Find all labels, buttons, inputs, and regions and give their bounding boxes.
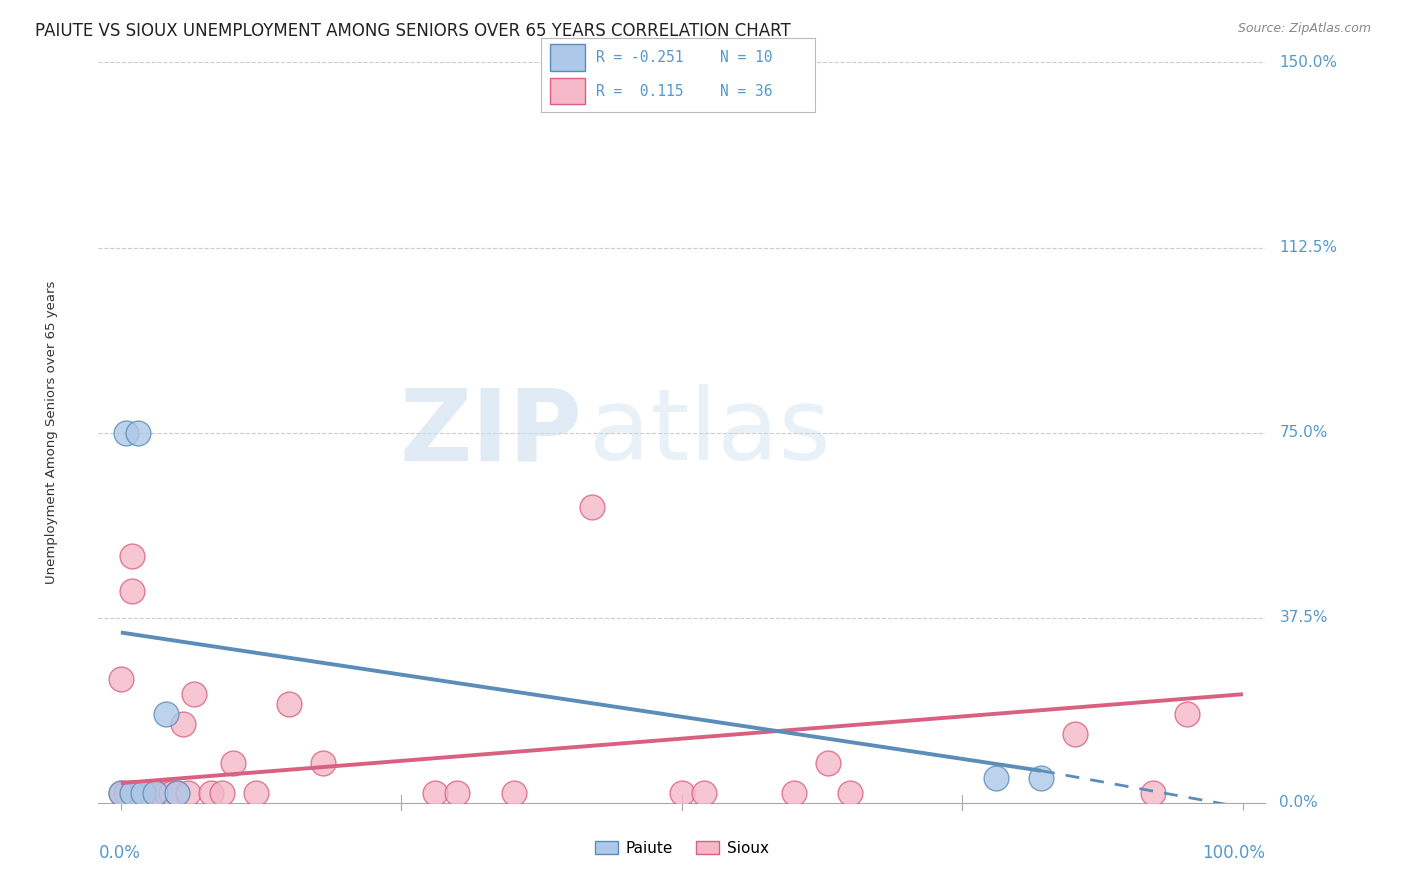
Point: [671, 786, 693, 800]
Point: [132, 786, 155, 800]
Text: N = 10: N = 10: [720, 50, 772, 65]
Text: 37.5%: 37.5%: [1279, 610, 1327, 625]
Point: [446, 786, 468, 800]
Text: Unemployment Among Seniors over 65 years: Unemployment Among Seniors over 65 years: [45, 281, 58, 584]
Point: [984, 771, 1007, 785]
Text: 75.0%: 75.0%: [1279, 425, 1327, 440]
Point: [155, 706, 177, 721]
Point: [143, 786, 166, 800]
Text: 100.0%: 100.0%: [1202, 844, 1265, 862]
Point: [143, 786, 166, 800]
Point: [312, 756, 335, 771]
Text: N = 36: N = 36: [720, 84, 772, 98]
Legend: Paiute, Sioux: Paiute, Sioux: [589, 835, 775, 862]
Point: [149, 786, 172, 800]
Point: [817, 756, 839, 771]
Point: [110, 673, 132, 687]
Point: [132, 786, 155, 800]
Point: [1063, 727, 1085, 741]
Point: [121, 549, 143, 563]
Point: [783, 786, 806, 800]
Text: R =  0.115: R = 0.115: [596, 84, 683, 98]
Bar: [550, 78, 585, 104]
Point: [143, 786, 166, 800]
Point: [138, 786, 160, 800]
Text: PAIUTE VS SIOUX UNEMPLOYMENT AMONG SENIORS OVER 65 YEARS CORRELATION CHART: PAIUTE VS SIOUX UNEMPLOYMENT AMONG SENIO…: [35, 22, 792, 40]
Point: [127, 425, 149, 440]
Text: ZIP: ZIP: [399, 384, 582, 481]
Point: [121, 786, 143, 800]
Point: [278, 697, 301, 711]
Point: [839, 786, 862, 800]
Point: [222, 756, 245, 771]
Point: [1029, 771, 1052, 785]
Point: [423, 786, 446, 800]
Text: 0.0%: 0.0%: [98, 844, 141, 862]
Text: 112.5%: 112.5%: [1279, 240, 1337, 255]
Text: R = -0.251: R = -0.251: [596, 50, 683, 65]
Point: [245, 786, 267, 800]
Point: [110, 786, 132, 800]
Text: atlas: atlas: [589, 384, 830, 481]
Point: [155, 786, 177, 800]
Point: [115, 425, 138, 440]
Point: [581, 500, 603, 514]
Point: [693, 786, 716, 800]
Point: [1142, 786, 1164, 800]
Point: [183, 687, 205, 701]
Point: [172, 716, 194, 731]
Text: Source: ZipAtlas.com: Source: ZipAtlas.com: [1237, 22, 1371, 36]
Point: [115, 786, 138, 800]
Point: [166, 786, 188, 800]
Point: [127, 786, 149, 800]
Point: [502, 786, 524, 800]
Point: [121, 583, 143, 598]
Text: 0.0%: 0.0%: [1279, 796, 1319, 810]
Text: 150.0%: 150.0%: [1279, 55, 1337, 70]
Point: [166, 786, 188, 800]
Point: [177, 786, 200, 800]
Point: [110, 786, 132, 800]
Point: [200, 786, 222, 800]
Point: [1175, 706, 1198, 721]
Point: [160, 786, 183, 800]
Bar: [550, 45, 585, 70]
Point: [121, 786, 143, 800]
Point: [211, 786, 233, 800]
